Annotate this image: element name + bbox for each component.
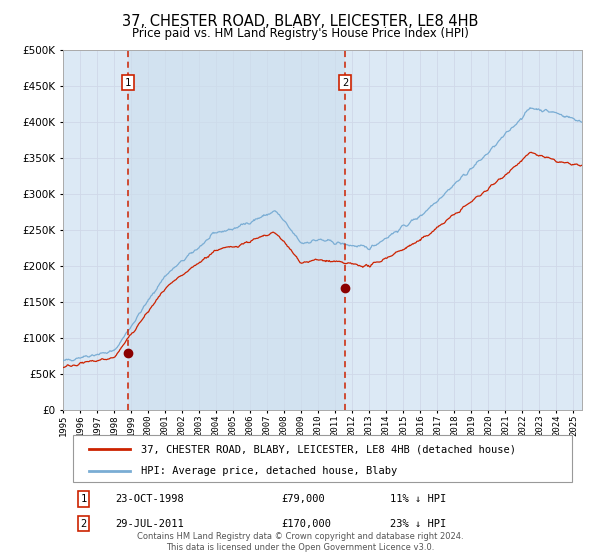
Text: Contains HM Land Registry data © Crown copyright and database right 2024.
This d: Contains HM Land Registry data © Crown c… (137, 532, 463, 552)
Text: 23% ↓ HPI: 23% ↓ HPI (390, 519, 446, 529)
Text: 2: 2 (342, 78, 348, 88)
Bar (128, 50, 345, 410)
Text: 1: 1 (80, 494, 87, 504)
Text: 11% ↓ HPI: 11% ↓ HPI (390, 494, 446, 504)
Text: 23-OCT-1998: 23-OCT-1998 (115, 494, 184, 504)
Text: HPI: Average price, detached house, Blaby: HPI: Average price, detached house, Blab… (141, 466, 397, 476)
FancyBboxPatch shape (73, 435, 572, 482)
Text: 29-JUL-2011: 29-JUL-2011 (115, 519, 184, 529)
Text: 1: 1 (125, 78, 131, 88)
Text: 2: 2 (80, 519, 87, 529)
Text: Price paid vs. HM Land Registry's House Price Index (HPI): Price paid vs. HM Land Registry's House … (131, 27, 469, 40)
Text: £79,000: £79,000 (281, 494, 325, 504)
Text: 37, CHESTER ROAD, BLABY, LEICESTER, LE8 4HB: 37, CHESTER ROAD, BLABY, LEICESTER, LE8 … (122, 14, 478, 29)
Text: 37, CHESTER ROAD, BLABY, LEICESTER, LE8 4HB (detached house): 37, CHESTER ROAD, BLABY, LEICESTER, LE8 … (141, 444, 516, 454)
Text: £170,000: £170,000 (281, 519, 331, 529)
